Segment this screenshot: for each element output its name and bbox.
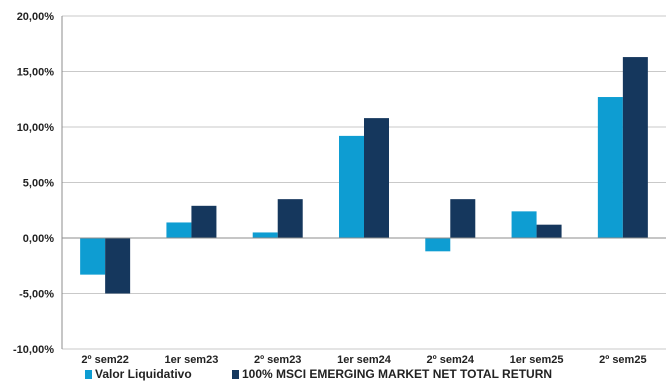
bar-msci-em-ntr bbox=[622, 57, 648, 238]
legend: Valor Liquidativo 100% MSCI EMERGING MARK… bbox=[85, 367, 552, 381]
x-tick-label: 1er sem25 bbox=[510, 354, 564, 366]
x-axis-tick-labels: 2º sem22 1er sem23 2º sem23 1er sem24 2º sem… bbox=[81, 354, 646, 366]
bar-valor-liquidativo bbox=[252, 232, 278, 238]
x-tick-label: 2º sem24 bbox=[427, 354, 475, 366]
bar-msci-em-ntr bbox=[450, 199, 476, 238]
x-tick-label: 1er sem24 bbox=[337, 354, 392, 366]
bar-msci-em-ntr bbox=[105, 238, 131, 294]
axes bbox=[61, 16, 666, 349]
bars bbox=[80, 57, 648, 294]
y-tick-label: 15,00% bbox=[17, 67, 55, 79]
bar-valor-liquidativo bbox=[166, 222, 192, 238]
y-tick-label: 20,00% bbox=[17, 11, 55, 23]
x-tick-label: 2º sem25 bbox=[599, 354, 646, 366]
legend-label: 100% MSCI EMERGING MARKET NET TOTAL RETU… bbox=[242, 367, 552, 381]
y-axis-tick-labels: 20,00% 15,00% 10,00% 5,00% 0,00% -5,00% -10,00… bbox=[13, 11, 54, 356]
bar-valor-liquidativo bbox=[425, 238, 451, 252]
legend-swatch bbox=[232, 370, 239, 379]
y-tick-label: -5,00% bbox=[19, 289, 54, 301]
x-tick-label: 1er sem23 bbox=[165, 354, 219, 366]
legend-swatch bbox=[85, 370, 92, 379]
bar-msci-em-ntr bbox=[191, 205, 217, 238]
x-tick-label: 2º sem23 bbox=[254, 354, 301, 366]
bar-msci-em-ntr bbox=[277, 199, 303, 238]
bar-valor-liquidativo bbox=[511, 211, 537, 238]
y-tick-label: 0,00% bbox=[23, 233, 54, 245]
bar-valor-liquidativo bbox=[597, 97, 623, 238]
legend-label: Valor Liquidativo bbox=[95, 367, 192, 381]
y-tick-label: -10,00% bbox=[13, 344, 54, 356]
bar-msci-em-ntr bbox=[536, 224, 562, 238]
x-tick-label: 2º sem22 bbox=[81, 354, 128, 366]
bar-msci-em-ntr bbox=[364, 118, 389, 238]
y-tick-label: 10,00% bbox=[17, 122, 55, 134]
bar-valor-liquidativo bbox=[339, 135, 364, 238]
bar-valor-liquidativo bbox=[80, 238, 106, 275]
y-tick-label: 5,00% bbox=[23, 178, 54, 190]
